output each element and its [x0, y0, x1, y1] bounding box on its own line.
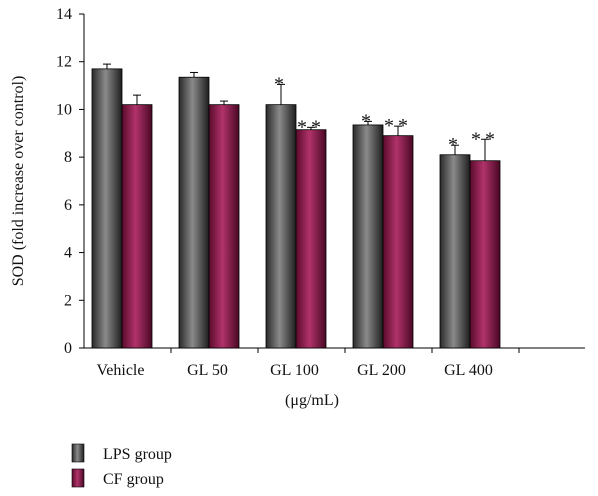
- legend-swatch-lps: [71, 443, 85, 463]
- bar-cf: [382, 135, 414, 349]
- y-tick-label: 4: [64, 245, 72, 262]
- y-tick-label: 10: [56, 101, 72, 118]
- bar-cf: [295, 129, 327, 349]
- category-label: GL 100: [270, 362, 319, 379]
- legend-swatch-cf: [71, 468, 85, 488]
- x-axis-title: (μg/mL): [285, 392, 339, 409]
- legend-label-lps: LPS group: [103, 446, 172, 463]
- y-axis-title: SOD (fold increase over control): [10, 76, 27, 287]
- category-label: Vehicle: [97, 362, 145, 379]
- category-label: GL 50: [187, 362, 228, 379]
- bar-lps: [91, 68, 123, 349]
- category-label: GL 200: [357, 362, 406, 379]
- bar-cf: [208, 104, 240, 349]
- y-tick-label: 2: [64, 292, 72, 309]
- bars: ***** ****: [91, 63, 501, 349]
- category-label: GL 400: [444, 362, 493, 379]
- y-tick-label: 0: [64, 340, 72, 357]
- y-tick-label: 8: [64, 149, 72, 166]
- significance-mark: *: [274, 73, 288, 95]
- bar-cf: [121, 104, 153, 349]
- legend-label-cf: CF group: [103, 471, 164, 488]
- y-ticks: 0 2 4 6 8 10 12 14: [56, 6, 84, 357]
- bar-lps: [439, 154, 471, 349]
- bar-lps: [265, 104, 297, 349]
- y-tick-label: 12: [56, 54, 72, 71]
- y-tick-label: 6: [64, 197, 72, 214]
- significance-mark: *: [448, 134, 462, 156]
- category-labels: Vehicle GL 50 GL 100 GL 200 GL 400: [97, 348, 520, 379]
- significance-mark: **: [297, 116, 325, 138]
- significance-mark: **: [384, 115, 412, 137]
- bar-lps: [352, 124, 384, 349]
- bar-cf: [469, 160, 501, 349]
- significance-mark: **: [471, 128, 499, 150]
- bar-lps: [178, 76, 210, 349]
- significance-mark: *: [361, 110, 375, 132]
- y-tick-label: 14: [56, 6, 72, 23]
- legend: LPS group CF group: [71, 443, 172, 488]
